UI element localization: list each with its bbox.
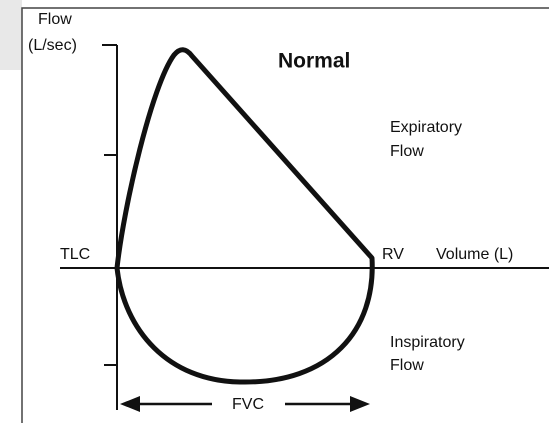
y-axis-label: (L/sec) bbox=[28, 37, 77, 54]
region-label: Expiratory bbox=[390, 119, 462, 136]
span-label: FVC bbox=[232, 396, 264, 413]
arrowhead-left bbox=[120, 396, 140, 412]
region-label: Flow bbox=[390, 357, 424, 374]
x-axis-label: Volume (L) bbox=[436, 246, 513, 263]
title: Normal bbox=[278, 50, 350, 73]
corner-shade bbox=[0, 0, 22, 70]
arrowhead-right bbox=[350, 396, 370, 412]
frame bbox=[21, 7, 549, 428]
y-axis-label: Flow bbox=[38, 11, 72, 28]
point-label: RV bbox=[382, 246, 404, 263]
region-label: Inspiratory bbox=[390, 334, 465, 351]
flow-volume-loop bbox=[114, 47, 375, 385]
point-label: TLC bbox=[60, 246, 90, 263]
region-label: Flow bbox=[390, 143, 424, 160]
